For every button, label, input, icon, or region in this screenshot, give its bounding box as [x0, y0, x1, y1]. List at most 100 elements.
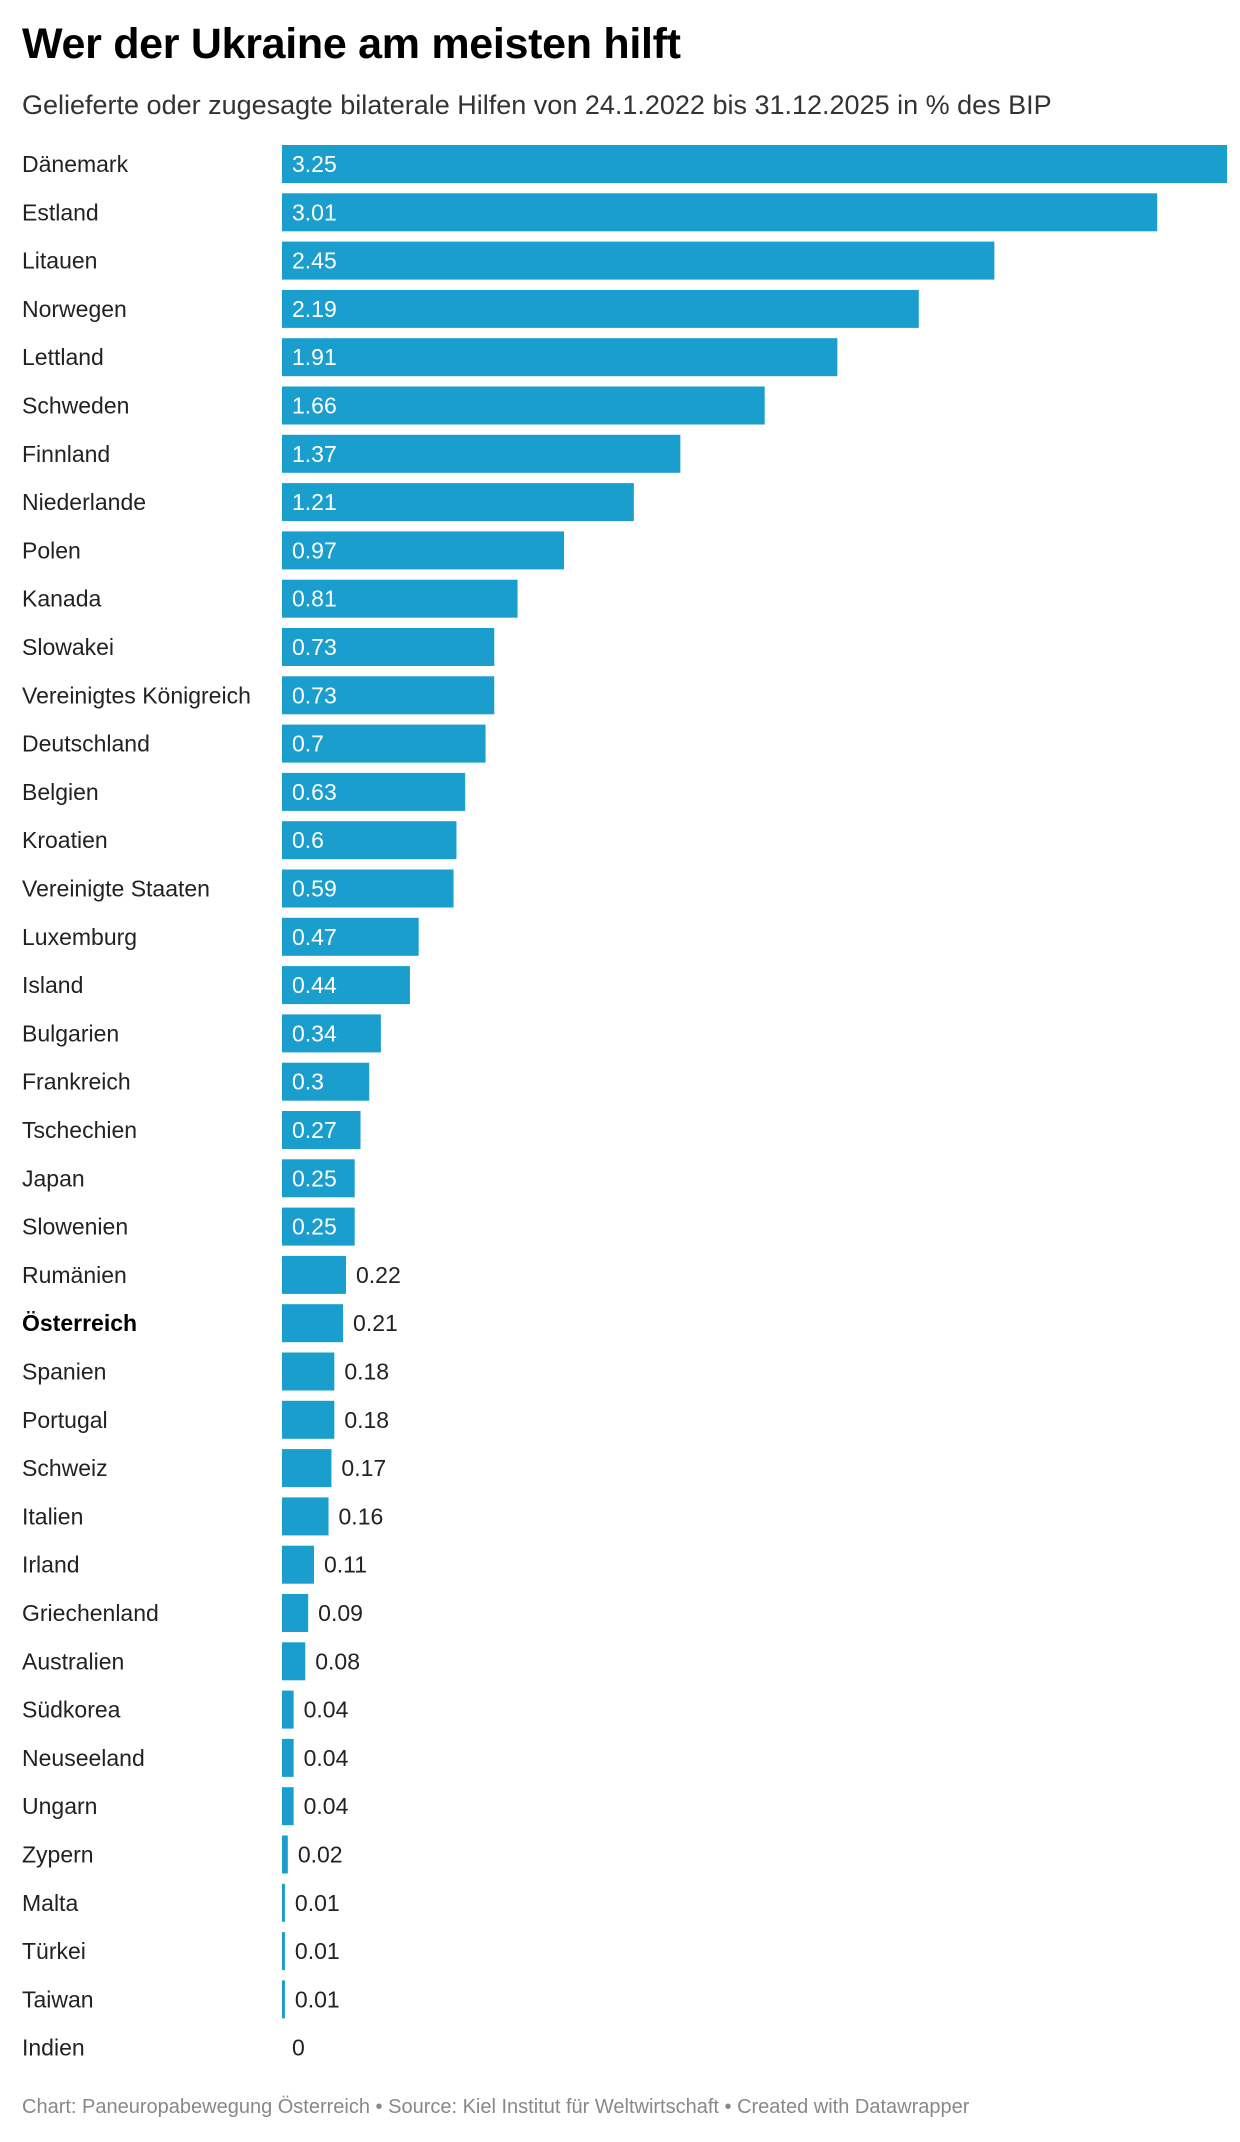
bar-irland	[282, 1545, 314, 1584]
value-label-oesterreich: 0.21	[353, 1310, 398, 1336]
bar-suedkorea	[282, 1690, 294, 1729]
value-label-deutschland: 0.7	[292, 731, 324, 757]
bar-frankreich	[282, 1062, 370, 1101]
category-label-taiwan: Taiwan	[22, 1986, 94, 2012]
value-label-slowenien: 0.25	[292, 1214, 337, 1240]
bar-neuseeland	[282, 1738, 294, 1777]
category-label-vereinigte-staaten: Vereinigte Staaten	[22, 876, 210, 902]
category-label-italien: Italien	[22, 1503, 83, 1529]
category-label-bulgarien: Bulgarien	[22, 1020, 119, 1046]
value-label-daenemark: 3.25	[292, 151, 337, 177]
value-label-finnland: 1.37	[292, 441, 337, 467]
bar-oesterreich	[282, 1304, 344, 1343]
bar-schweden	[282, 386, 765, 425]
bar-griechenland	[282, 1594, 309, 1632]
category-label-belgien: Belgien	[22, 779, 99, 805]
category-label-daenemark: Dänemark	[22, 151, 129, 177]
value-label-portugal: 0.18	[344, 1407, 389, 1433]
bar-malta	[282, 1883, 285, 1922]
chart-footer: Chart: Paneuropabewegung Österreich • So…	[22, 2096, 970, 2118]
value-label-malta: 0.01	[295, 1890, 340, 1916]
value-label-luxemburg: 0.47	[292, 924, 337, 950]
bar-vereinigtes-koenigreich	[282, 676, 495, 715]
category-label-schweiz: Schweiz	[22, 1455, 108, 1481]
bar-kroatien	[282, 821, 457, 860]
bar-island	[282, 966, 410, 1005]
bar-tschechien	[282, 1111, 361, 1149]
category-label-malta: Malta	[22, 1890, 78, 1916]
category-label-portugal: Portugal	[22, 1407, 108, 1433]
category-label-oesterreich: Österreich	[22, 1310, 137, 1336]
value-label-rumaenien: 0.22	[356, 1262, 401, 1288]
value-label-australien: 0.08	[315, 1648, 360, 1674]
value-label-italien: 0.16	[339, 1503, 384, 1529]
value-label-polen: 0.97	[292, 537, 337, 563]
bar-chart: Dänemark 3.25 Estland 3.01 Litauen 2.45 Norweg…	[22, 145, 1227, 2061]
value-label-japan: 0.25	[292, 1165, 337, 1191]
value-label-schweden: 1.66	[292, 393, 337, 419]
value-label-zypern: 0.02	[298, 1842, 343, 1868]
category-label-irland: Irland	[22, 1552, 80, 1578]
category-label-slowakei: Slowakei	[22, 634, 114, 660]
value-label-litauen: 2.45	[292, 248, 337, 274]
value-label-island: 0.44	[292, 972, 337, 998]
bar-spanien	[282, 1352, 335, 1391]
category-label-kroatien: Kroatien	[22, 827, 108, 853]
value-label-suedkorea: 0.04	[304, 1697, 349, 1723]
bar-zypern	[282, 1835, 288, 1874]
bar-kanada	[282, 579, 518, 618]
value-label-vereinigte-staaten: 0.59	[292, 876, 337, 902]
bar-bulgarien	[282, 1014, 381, 1053]
category-label-slowenien: Slowenien	[22, 1214, 128, 1240]
value-label-schweiz: 0.17	[341, 1455, 386, 1481]
bar-taiwan	[282, 1980, 285, 2019]
category-label-niederlande: Niederlande	[22, 489, 146, 515]
category-label-neuseeland: Neuseeland	[22, 1745, 145, 1771]
bar-tuerkei	[282, 1932, 285, 1971]
value-label-indien: 0	[292, 2035, 305, 2061]
category-label-zypern: Zypern	[22, 1842, 94, 1868]
category-label-tuerkei: Türkei	[22, 1938, 86, 1964]
bar-rumaenien	[282, 1255, 346, 1294]
chart-subtitle: Gelieferte oder zugesagte bilaterale Hil…	[22, 90, 1052, 120]
category-label-japan: Japan	[22, 1165, 85, 1191]
category-label-norwegen: Norwegen	[22, 296, 127, 322]
category-label-suedkorea: Südkorea	[22, 1697, 121, 1723]
category-label-finnland: Finnland	[22, 441, 110, 467]
value-label-frankreich: 0.3	[292, 1069, 324, 1095]
bar-niederlande	[282, 483, 634, 522]
category-label-estland: Estland	[22, 199, 99, 225]
category-label-polen: Polen	[22, 537, 81, 563]
category-label-schweden: Schweden	[22, 393, 129, 419]
value-label-tuerkei: 0.01	[295, 1938, 340, 1964]
bar-schweiz	[282, 1449, 332, 1488]
bar-daenemark	[282, 145, 1227, 183]
value-label-irland: 0.11	[324, 1552, 367, 1578]
bar-finnland	[282, 434, 681, 473]
category-label-indien: Indien	[22, 2035, 85, 2061]
bar-portugal	[282, 1400, 335, 1439]
bar-estland	[282, 193, 1158, 232]
value-label-taiwan: 0.01	[295, 1986, 340, 2012]
value-label-griechenland: 0.09	[318, 1600, 363, 1626]
value-label-lettland: 1.91	[292, 344, 337, 370]
bar-slowakei	[282, 628, 495, 666]
category-label-lettland: Lettland	[22, 344, 104, 370]
category-label-deutschland: Deutschland	[22, 731, 150, 757]
value-label-vereinigtes-koenigreich: 0.73	[292, 682, 337, 708]
value-label-estland: 3.01	[292, 199, 337, 225]
bar-belgien	[282, 772, 466, 811]
category-label-island: Island	[22, 972, 83, 998]
bar-lettland	[282, 338, 838, 377]
bar-norwegen	[282, 289, 919, 328]
value-label-ungarn: 0.04	[304, 1793, 349, 1819]
value-label-niederlande: 1.21	[292, 489, 337, 515]
bar-luxemburg	[282, 917, 419, 956]
value-label-tschechien: 0.27	[292, 1117, 337, 1143]
bar-ungarn	[282, 1787, 294, 1826]
value-label-kroatien: 0.6	[292, 827, 324, 853]
bar-japan	[282, 1159, 355, 1198]
category-label-tschechien: Tschechien	[22, 1117, 137, 1143]
category-label-frankreich: Frankreich	[22, 1069, 131, 1095]
category-label-luxemburg: Luxemburg	[22, 924, 137, 950]
